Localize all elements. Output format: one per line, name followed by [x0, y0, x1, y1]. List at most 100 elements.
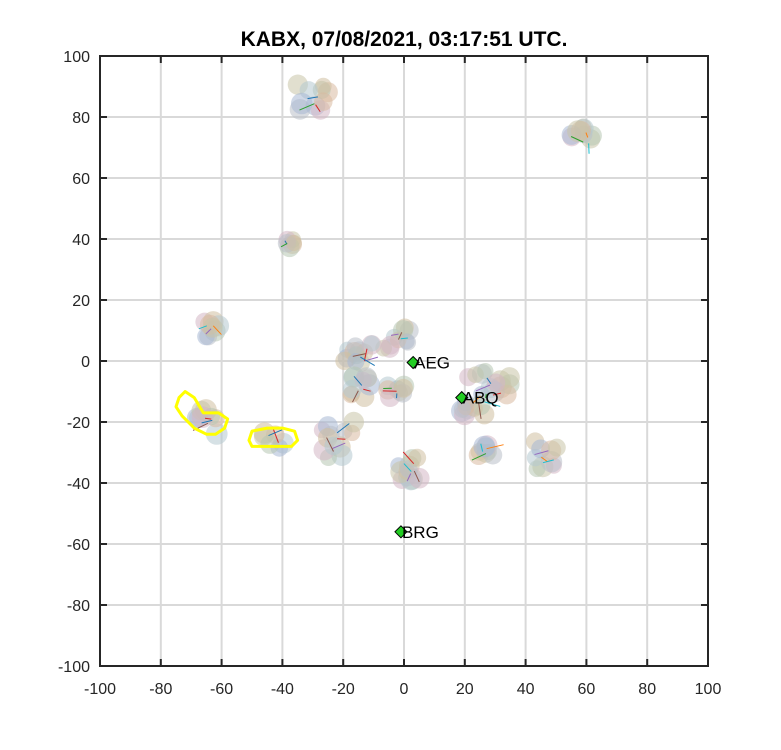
station-markers: AEG ABQ BRG: [394, 354, 499, 542]
cluster-track: [542, 459, 554, 464]
cluster-8: [451, 363, 520, 426]
cluster-2: [561, 118, 602, 154]
cluster-track: [492, 392, 502, 396]
cluster-track: [402, 451, 415, 465]
x-tick-label: 60: [578, 681, 596, 698]
cluster-track: [486, 377, 492, 384]
cluster-point: [567, 120, 590, 143]
cluster-track: [471, 453, 487, 461]
y-tick-label: -80: [67, 598, 90, 615]
highlight-region-0: [174, 390, 230, 436]
station-marker-abq: [455, 390, 469, 405]
cluster-track: [363, 388, 371, 392]
chart-title: KABX, 07/08/2021, 03:17:51 UTC.: [241, 28, 568, 51]
cluster-track: [480, 443, 484, 452]
cluster-track: [280, 242, 288, 248]
y-tick-label: -20: [67, 415, 90, 432]
cluster-9: [468, 435, 504, 466]
y-tick-label: 80: [72, 110, 90, 127]
cluster-0: [287, 74, 338, 120]
cluster-14: [253, 422, 294, 457]
cluster-track: [204, 417, 212, 420]
cluster-point: [202, 317, 223, 338]
cluster-point: [290, 92, 313, 115]
cluster-track: [484, 401, 501, 407]
cluster-point: [394, 378, 413, 398]
y-tick-label: 20: [72, 293, 90, 310]
cluster-track: [541, 456, 548, 463]
cluster-track: [201, 419, 213, 424]
station-marker-aeg: [406, 355, 420, 370]
cluster-track: [268, 429, 283, 436]
cluster-track: [397, 332, 403, 340]
cluster-track: [485, 393, 487, 399]
highlight-region-1: [247, 426, 300, 448]
cluster-track: [413, 470, 420, 483]
cluster-5: [335, 334, 382, 372]
cluster-point: [285, 234, 302, 251]
cluster-track: [585, 132, 589, 138]
cluster-track: [205, 328, 212, 335]
cluster-track: [326, 437, 334, 452]
grid-lines: [100, 56, 708, 666]
cluster-track: [390, 333, 399, 336]
cluster-point: [453, 400, 471, 418]
cluster-point: [408, 448, 427, 467]
cluster-points: [186, 74, 602, 491]
cluster-point: [314, 77, 332, 95]
cluster-3: [195, 311, 230, 346]
cluster-point: [313, 92, 333, 111]
cluster-point: [477, 363, 494, 380]
y-tick-label: 60: [72, 171, 90, 188]
cluster-track: [475, 384, 491, 392]
cluster-track: [198, 325, 207, 330]
cluster-4: [375, 318, 419, 358]
x-tick-label: -80: [149, 681, 172, 698]
x-tick-label: 100: [695, 681, 722, 698]
cluster-track: [478, 402, 482, 419]
station-label-aeg: AEG: [414, 354, 450, 373]
highlight-regions: [174, 390, 300, 448]
cluster-track: [352, 390, 359, 403]
axes: [99, 55, 709, 667]
cluster-point: [381, 335, 400, 355]
tick-labels: -100 -80 -60 -40 -20 0 20 40 60 80 100 100 80 60 40 20 0…: [58, 49, 721, 698]
cluster-point: [363, 335, 380, 352]
cluster-10: [526, 432, 566, 478]
cluster-13: [186, 399, 228, 445]
cluster-track: [307, 96, 318, 100]
y-tick-label: -100: [58, 659, 90, 676]
cluster-point: [547, 438, 566, 457]
cluster-track: [486, 444, 504, 450]
x-tick-label: -100: [84, 681, 116, 698]
x-tick-label: 40: [517, 681, 535, 698]
station-label-brg: BRG: [402, 523, 439, 542]
cluster-track: [336, 423, 350, 434]
cluster-point: [346, 337, 365, 356]
x-tick-label: 0: [400, 681, 409, 698]
x-tick-label: -60: [210, 681, 233, 698]
cluster-track: [352, 353, 366, 357]
cluster-track: [315, 104, 321, 113]
y-tick-label: 100: [63, 49, 90, 66]
cluster-track: [403, 463, 412, 472]
cluster-track: [360, 356, 375, 367]
cluster-track: [570, 136, 584, 143]
y-tick-label: -40: [67, 476, 90, 493]
cluster-track: [472, 395, 481, 404]
station-marker-brg: [394, 525, 408, 539]
cluster-track: [406, 473, 412, 482]
y-tick-label: 40: [72, 232, 90, 249]
cluster-12: [313, 411, 365, 467]
cluster-6: [342, 366, 381, 407]
cluster-1: [277, 230, 302, 258]
cluster-point: [399, 334, 417, 351]
x-tick-label: -20: [332, 681, 355, 698]
cluster-point: [324, 436, 343, 456]
cluster-11: [390, 448, 430, 491]
station-label-abq: ABQ: [463, 389, 499, 408]
cluster-track: [332, 442, 346, 449]
cluster-point: [486, 373, 506, 392]
x-tick-label: -40: [271, 681, 294, 698]
